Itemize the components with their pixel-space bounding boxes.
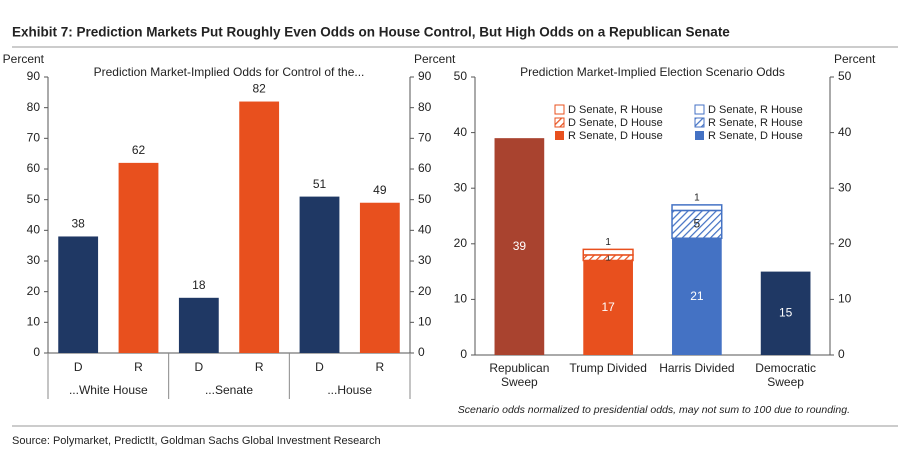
y2-tick-label: 10 [838,292,852,306]
bar [359,202,400,353]
y-tick-label: 30 [27,253,41,267]
bar [118,162,159,353]
exhibit-title: Exhibit 7: Prediction Markets Put Roughl… [12,25,730,40]
y2-tick-label: 30 [838,180,852,194]
value-label: 62 [132,143,146,157]
y-tick-label: 0 [460,347,467,361]
y-tick-label: 70 [27,131,41,145]
bar-segment [760,271,811,355]
legend-label: D Senate, R House [708,104,803,116]
bar-segment [494,138,545,355]
value-label: 1 [605,252,611,263]
y2-tick-label: 20 [418,284,432,298]
y-tick-label: 80 [27,100,41,114]
bar-segment [672,238,722,355]
bar [299,196,340,353]
y-tick-label: 60 [27,161,41,175]
y2-tick-label: 10 [418,315,432,329]
y2-tick-label: 70 [418,131,432,145]
x-tick-label: Harris Divided [659,361,735,375]
y2-tick-label: 30 [418,253,432,267]
x-tick-label-box: Democratic Sweep [755,361,816,389]
x-tick-label-box: Harris Divided [659,361,735,375]
value-label: 17 [601,300,615,314]
x-tick-label: D [315,360,324,374]
value-label: 38 [71,217,85,231]
bar-segment [671,204,723,212]
y2-tick-label: 80 [418,100,432,114]
legend-label: D Senate, R House [568,104,663,116]
y2-tick-label: 40 [838,125,852,139]
legend-swatch [554,104,565,115]
group-label: ...White House [69,383,148,397]
y2-axis-label: Percent [414,52,456,66]
y2-tick-label: 90 [418,69,432,83]
y-tick-label: 10 [454,292,468,306]
y-tick-label: 40 [27,223,41,237]
legend-label: R Senate, D House [708,130,803,142]
legend-swatch [554,117,565,128]
bar [178,297,219,353]
x-tick-label: Republican Sweep [489,361,550,389]
x-tick-label: D [74,360,83,374]
bar-segment [582,248,634,256]
x-tick-label: R [255,360,264,374]
source: Source: Polymarket, PredictIt, Goldman S… [12,435,381,447]
value-label: 82 [252,82,266,96]
x-tick-label: D [194,360,203,374]
legend-swatch [695,131,704,140]
x-tick-label: Trump Divided [569,361,647,375]
value-label: 49 [373,183,387,197]
footnote: Scenario odds normalized to presidential… [458,404,850,416]
bar-segment [583,260,633,355]
y-tick-label: 30 [454,180,468,194]
y-tick-label: 50 [454,69,468,83]
y-tick-label: 20 [27,284,41,298]
value-label: 1 [605,237,611,248]
value-label: 1 [694,193,700,204]
y2-tick-label: 60 [418,161,432,175]
value-label: 21 [690,289,704,303]
legend-swatch [694,104,705,115]
y2-axis-label: Percent [834,52,876,66]
group-label: ...Senate [205,383,253,397]
bar-segment [671,209,723,239]
legend-label: R Senate, R House [708,117,803,129]
y-tick-label: 0 [33,345,40,359]
chart-subtitle: Prediction Market-Implied Odds for Contr… [94,65,365,79]
y2-tick-label: 20 [838,236,852,250]
value-label: 5 [694,217,701,231]
chart-subtitle: Prediction Market-Implied Election Scena… [520,65,785,79]
value-label: 15 [779,305,793,319]
x-tick-label: R [134,360,143,374]
legend-label: R Senate, D House [568,130,663,142]
x-tick-label-box: Republican Sweep [489,361,550,389]
y-axis-label: Percent [3,52,45,66]
legend-label: D Senate, D House [568,117,663,129]
legend-swatch [694,117,705,128]
legend-swatch [555,131,564,140]
value-label: 39 [513,239,527,253]
y2-tick-label: 0 [838,347,845,361]
bar [239,101,280,354]
x-tick-label: Democratic Sweep [755,361,816,389]
y-tick-label: 20 [454,236,468,250]
group-label: ...House [327,383,372,397]
y-tick-label: 10 [27,315,41,329]
value-label: 51 [313,177,327,191]
bar [58,236,99,353]
x-tick-label-box: Trump Divided [569,361,647,375]
y2-tick-label: 50 [418,192,432,206]
y2-tick-label: 50 [838,69,852,83]
y-tick-label: 90 [27,69,41,83]
x-tick-label: R [375,360,384,374]
y2-tick-label: 40 [418,223,432,237]
y-tick-label: 50 [27,192,41,206]
value-label: 18 [192,278,206,292]
y2-tick-label: 0 [418,345,425,359]
y-tick-label: 40 [454,125,468,139]
